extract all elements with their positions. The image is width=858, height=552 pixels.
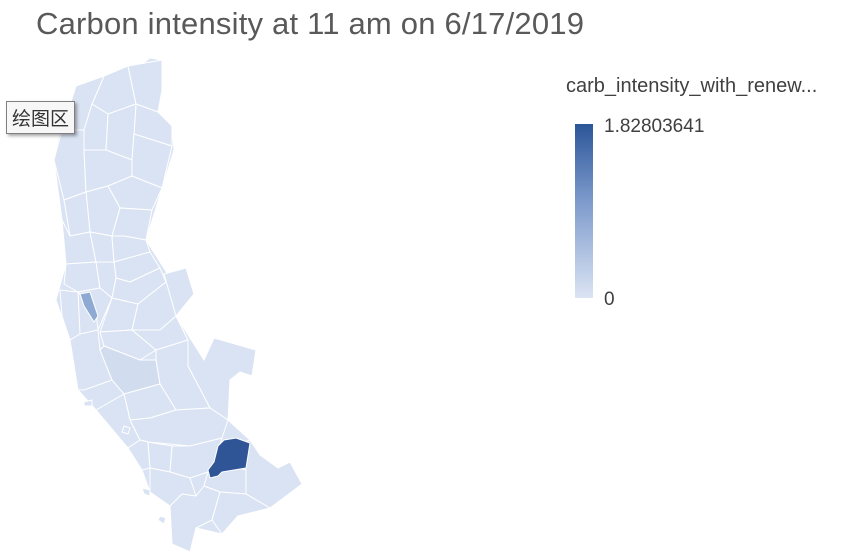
county-stanislaus-merced[interactable] <box>99 329 157 361</box>
county-placer[interactable] <box>111 235 151 263</box>
island-4[interactable] <box>157 515 167 525</box>
island-3[interactable] <box>141 487 151 497</box>
county-san-bernardino-high[interactable] <box>207 437 251 479</box>
counties <box>53 57 303 552</box>
legend-max-label: 1.82803641 <box>604 116 705 137</box>
legend-min-label: 0 <box>604 289 615 310</box>
island-2[interactable] <box>121 425 131 435</box>
legend-color-scale <box>575 124 593 298</box>
county-san-mateo-sf[interactable] <box>59 289 81 341</box>
county-marin-napa[interactable] <box>63 261 101 293</box>
county-siskiyou[interactable] <box>127 59 163 113</box>
island-1[interactable] <box>83 399 93 407</box>
county-santa-clara[interactable] <box>79 291 99 323</box>
county-imperial[interactable] <box>211 491 271 535</box>
legend-title: carb_intensity_with_renew... <box>566 75 818 97</box>
chart-title: Carbon intensity at 11 am on 6/17/2019 <box>36 6 585 41</box>
county-mono[interactable] <box>163 267 195 317</box>
plot-area-tooltip: 绘图区 <box>6 101 76 134</box>
county-ventura[interactable] <box>147 441 173 473</box>
